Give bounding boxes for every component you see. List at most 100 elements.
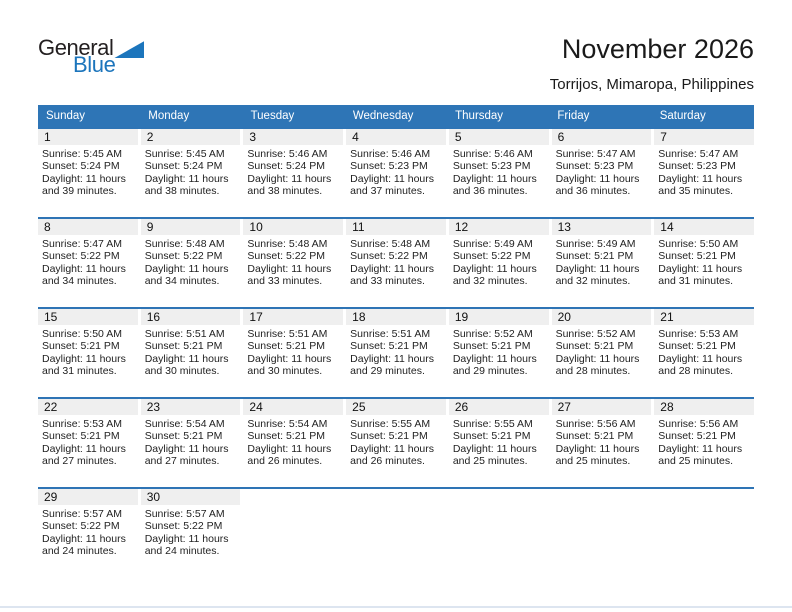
sunrise-text: Sunrise: 5:47 AM bbox=[555, 148, 636, 160]
sunrise-text: Sunrise: 5:49 AM bbox=[555, 238, 636, 250]
daylight-hours-text: Daylight: 11 hours bbox=[452, 442, 537, 455]
daylight-minutes-text: and 31 minutes. bbox=[42, 365, 117, 378]
sunset-text: Sunset: 5:23 PM bbox=[350, 160, 428, 173]
sunset-text: Sunset: 5:22 PM bbox=[144, 520, 223, 533]
day-number: 19 bbox=[448, 309, 549, 325]
daylight-hours-text: Daylight: 11 hours bbox=[144, 352, 229, 365]
day-number: 6 bbox=[551, 129, 652, 145]
day-number: 1 bbox=[38, 129, 138, 145]
sunset-text: Sunset: 5:21 PM bbox=[658, 430, 736, 443]
daylight-hours-text: Daylight: 11 hours bbox=[350, 262, 434, 275]
daylight-hours-text: Daylight: 11 hours bbox=[555, 172, 640, 185]
day-details: Sunrise: 5:53 AM Sunset: 5:21 PM Daylight:… bbox=[38, 415, 138, 468]
sunset-text: Sunset: 5:21 PM bbox=[555, 250, 634, 263]
sunrise-text: Sunrise: 5:51 AM bbox=[350, 328, 431, 340]
day-details: Sunrise: 5:45 AM Sunset: 5:24 PM Daylight:… bbox=[141, 145, 241, 198]
day-details: Sunrise: 5:49 AM Sunset: 5:22 PM Daylight:… bbox=[449, 235, 549, 288]
daylight-hours-text: Daylight: 11 hours bbox=[247, 352, 332, 365]
day-number: 29 bbox=[38, 489, 138, 505]
daylight-minutes-text: and 34 minutes. bbox=[144, 275, 220, 288]
daylight-hours-text: Daylight: 11 hours bbox=[555, 352, 640, 365]
day-cell: 13 Sunrise: 5:49 AM Sunset: 5:21 PM Dayligh… bbox=[551, 219, 652, 307]
sunrise-text: Sunrise: 5:52 AM bbox=[452, 328, 533, 340]
sunrise-text: Sunrise: 5:46 AM bbox=[350, 148, 431, 160]
daylight-minutes-text: and 35 minutes. bbox=[658, 185, 733, 198]
general-blue-logo: General Blue bbox=[38, 37, 145, 77]
sunset-text: Sunset: 5:22 PM bbox=[42, 520, 120, 533]
calendar-week-row: 8 Sunrise: 5:47 AM Sunset: 5:22 PM Daylight… bbox=[38, 217, 754, 307]
daylight-hours-text: Daylight: 11 hours bbox=[42, 532, 126, 545]
sunset-text: Sunset: 5:22 PM bbox=[42, 250, 120, 263]
day-number: 20 bbox=[551, 309, 652, 325]
daylight-hours-text: Daylight: 11 hours bbox=[658, 172, 743, 185]
sunrise-text: Sunrise: 5:46 AM bbox=[247, 148, 328, 160]
logo-triangle-icon bbox=[114, 41, 145, 58]
day-number: 22 bbox=[38, 399, 138, 415]
daylight-hours-text: Daylight: 11 hours bbox=[350, 352, 434, 365]
day-details: Sunrise: 5:52 AM Sunset: 5:21 PM Daylight:… bbox=[552, 325, 652, 378]
sunrise-text: Sunrise: 5:55 AM bbox=[350, 418, 431, 430]
sunrise-text: Sunrise: 5:48 AM bbox=[247, 238, 328, 250]
day-number: 14 bbox=[654, 219, 754, 235]
sunset-text: Sunset: 5:21 PM bbox=[247, 340, 326, 353]
day-number: 4 bbox=[346, 129, 446, 145]
day-header-thursday: Thursday bbox=[455, 110, 504, 122]
day-number: 12 bbox=[448, 219, 549, 235]
daylight-minutes-text: and 26 minutes. bbox=[247, 455, 323, 468]
day-number: 17 bbox=[243, 309, 344, 325]
daylight-minutes-text: and 29 minutes. bbox=[350, 365, 425, 378]
sunset-text: Sunset: 5:23 PM bbox=[658, 160, 736, 173]
empty-day-cell bbox=[654, 489, 754, 577]
day-cell: 21 Sunrise: 5:53 AM Sunset: 5:21 PM Dayligh… bbox=[654, 309, 754, 397]
daylight-minutes-text: and 37 minutes. bbox=[350, 185, 425, 198]
daylight-hours-text: Daylight: 11 hours bbox=[658, 352, 743, 365]
day-cell: 9 Sunrise: 5:48 AM Sunset: 5:22 PM Daylight… bbox=[140, 219, 241, 307]
sunset-text: Sunset: 5:21 PM bbox=[350, 340, 428, 353]
day-header-wednesday: Wednesday bbox=[352, 110, 414, 122]
day-cell: 7 Sunrise: 5:47 AM Sunset: 5:23 PM Daylight… bbox=[654, 129, 754, 217]
day-details: Sunrise: 5:45 AM Sunset: 5:24 PM Daylight:… bbox=[38, 145, 138, 198]
daylight-minutes-text: and 24 minutes. bbox=[42, 545, 117, 558]
day-details: Sunrise: 5:51 AM Sunset: 5:21 PM Daylight:… bbox=[141, 325, 241, 378]
logo-text-blue: Blue bbox=[73, 52, 116, 77]
sunrise-text: Sunrise: 5:48 AM bbox=[144, 238, 225, 250]
daylight-hours-text: Daylight: 11 hours bbox=[658, 442, 743, 455]
empty-day-cell bbox=[346, 489, 446, 577]
sunset-text: Sunset: 5:21 PM bbox=[144, 340, 223, 353]
daylight-hours-text: Daylight: 11 hours bbox=[452, 262, 537, 275]
sunrise-text: Sunrise: 5:51 AM bbox=[247, 328, 328, 340]
sunrise-text: Sunrise: 5:47 AM bbox=[42, 238, 122, 250]
day-details: Sunrise: 5:54 AM Sunset: 5:21 PM Daylight:… bbox=[243, 415, 343, 468]
daylight-minutes-text: and 29 minutes. bbox=[452, 365, 528, 378]
day-cell: 1 Sunrise: 5:45 AM Sunset: 5:24 PM Daylight… bbox=[38, 129, 138, 217]
day-details: Sunrise: 5:56 AM Sunset: 5:21 PM Daylight:… bbox=[552, 415, 652, 468]
day-cell: 11 Sunrise: 5:48 AM Sunset: 5:22 PM Dayligh… bbox=[346, 219, 446, 307]
daylight-minutes-text: and 30 minutes. bbox=[247, 365, 323, 378]
sunrise-text: Sunrise: 5:53 AM bbox=[42, 418, 122, 430]
bottom-rule bbox=[0, 606, 792, 608]
day-number: 24 bbox=[243, 399, 344, 415]
sunrise-text: Sunrise: 5:57 AM bbox=[42, 508, 122, 520]
sunset-text: Sunset: 5:24 PM bbox=[247, 160, 326, 173]
day-details: Sunrise: 5:46 AM Sunset: 5:23 PM Daylight:… bbox=[346, 145, 446, 198]
sunrise-text: Sunrise: 5:50 AM bbox=[42, 328, 122, 340]
empty-day-cell bbox=[243, 489, 343, 577]
empty-day-cell bbox=[449, 489, 549, 577]
daylight-hours-text: Daylight: 11 hours bbox=[452, 352, 537, 365]
day-number: 28 bbox=[654, 399, 754, 415]
day-cell: 3 Sunrise: 5:46 AM Sunset: 5:24 PM Daylight… bbox=[243, 129, 344, 217]
day-cell: 16 Sunrise: 5:51 AM Sunset: 5:21 PM Dayligh… bbox=[140, 309, 241, 397]
day-cell: 10 Sunrise: 5:48 AM Sunset: 5:22 PM Dayligh… bbox=[243, 219, 344, 307]
day-cell: 5 Sunrise: 5:46 AM Sunset: 5:23 PM Daylight… bbox=[448, 129, 549, 217]
sunset-text: Sunset: 5:22 PM bbox=[350, 250, 428, 263]
sunset-text: Sunset: 5:21 PM bbox=[247, 430, 326, 443]
sunrise-text: Sunrise: 5:49 AM bbox=[452, 238, 533, 250]
daylight-minutes-text: and 28 minutes. bbox=[555, 365, 631, 378]
daylight-hours-text: Daylight: 11 hours bbox=[144, 172, 229, 185]
day-header-monday: Monday bbox=[148, 110, 190, 122]
day-details: Sunrise: 5:47 AM Sunset: 5:23 PM Daylight:… bbox=[552, 145, 652, 198]
day-header-tuesday: Tuesday bbox=[250, 110, 295, 122]
day-cell: 20 Sunrise: 5:52 AM Sunset: 5:21 PM Dayligh… bbox=[551, 309, 652, 397]
day-cell: 28 Sunrise: 5:56 AM Sunset: 5:21 PM Dayligh… bbox=[654, 399, 754, 487]
